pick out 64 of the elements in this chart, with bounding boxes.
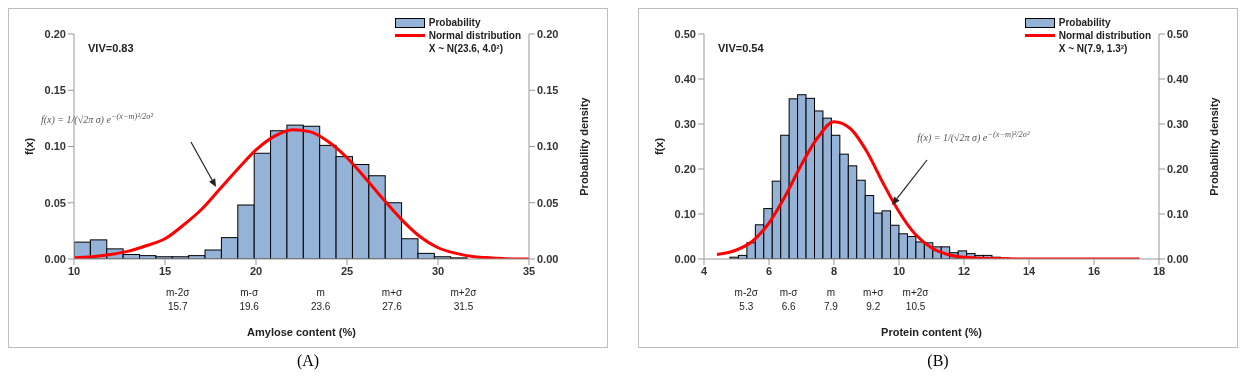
text: m-σ 19.6	[238, 286, 260, 314]
legend-label: Probability	[1058, 16, 1111, 29]
x-tick-label: 6	[765, 264, 773, 277]
x-tick-label: 8	[830, 264, 838, 277]
text: m 23.6	[309, 286, 332, 314]
y2-tick-label: 0.15	[537, 84, 559, 97]
y-tick-label: 0.05	[44, 196, 66, 209]
x-tick-label: 15	[158, 264, 172, 277]
y2-tick-label: 0.50	[1167, 27, 1189, 40]
x-tick-label: 10	[892, 264, 906, 277]
y-tick-label: 0.10	[674, 207, 696, 220]
annotation: VIV=0.83	[88, 42, 134, 54]
y2-tick-label: 0.40	[1167, 72, 1189, 85]
y2-axis-title: Probability density	[1207, 96, 1220, 196]
x-tick-label: 30	[431, 264, 445, 277]
y2-tick-label: 0.10	[1167, 207, 1189, 220]
x-tick-label: 16	[1087, 264, 1101, 277]
y-axis-title: f(x)	[22, 137, 35, 156]
y-tick-label: 0.50	[674, 27, 696, 40]
y2-tick-label: 0.10	[537, 140, 559, 153]
x-tick-label: 14	[1022, 264, 1036, 277]
text: m+σ 9.2	[862, 286, 885, 314]
annotation: f(x) = 1/(√2π σ) e$^{−(x−m)²/2σ²}$	[917, 130, 1030, 144]
text: m-2σ 5.3	[733, 286, 759, 314]
y2-tick-label: 0.00	[537, 252, 559, 265]
x-tick-label: 12	[957, 264, 971, 277]
y-tick-label: 0.30	[674, 117, 696, 130]
annotation: X ~ N(23.6, 4.0²)	[427, 42, 504, 55]
text: m-2σ 15.7	[165, 286, 191, 314]
text: m+2σ 10.5	[901, 286, 930, 314]
annotation: X ~ N(7.9, 1.3²)	[1057, 42, 1129, 55]
text: m+2σ 31.5	[449, 286, 478, 314]
x-tick-label: 18	[1152, 264, 1166, 277]
y-tick-label: 0.20	[44, 27, 66, 40]
x-tick-label: 25	[340, 264, 354, 277]
annotation: f(x) = 1/(√2π σ) e$^{−(x−m)²/2σ²}$	[40, 112, 153, 126]
y-tick-label: 0.00	[44, 252, 66, 265]
legend-label: Normal distribution	[1058, 29, 1151, 42]
annotation: VIV=0.54	[718, 42, 764, 54]
legend-label: Probability	[428, 16, 481, 29]
text: (A)	[295, 352, 321, 370]
x-tick-label: 20	[249, 264, 263, 277]
y-tick-label: 0.40	[674, 72, 696, 85]
x-tick-label: 35	[522, 264, 536, 277]
text: m+σ 27.6	[380, 286, 404, 314]
y2-axis-title: Probability density	[577, 96, 590, 196]
y-tick-label: 0.10	[44, 140, 66, 153]
y2-tick-label: 0.20	[537, 27, 559, 40]
x-tick-label: 4	[700, 264, 708, 277]
y-axis-title: f(x)	[652, 137, 665, 156]
x-tick-label: 10	[67, 264, 81, 277]
text: (B)	[926, 352, 950, 370]
y2-tick-label: 0.20	[1167, 162, 1189, 175]
text: m 7.9	[823, 286, 839, 314]
y2-tick-label: 0.30	[1167, 117, 1189, 130]
y2-tick-label: 0.05	[537, 196, 559, 209]
x-axis-title: Amylose content (%)	[246, 326, 357, 338]
x-axis-title: Protein content (%)	[880, 326, 983, 338]
text: m-σ 6.6	[778, 286, 799, 314]
y2-tick-label: 0.00	[1167, 252, 1189, 265]
y-tick-label: 0.20	[674, 162, 696, 175]
y-tick-label: 0.00	[674, 252, 696, 265]
legend-label: Normal distribution	[428, 29, 521, 42]
y-tick-label: 0.15	[44, 84, 66, 97]
